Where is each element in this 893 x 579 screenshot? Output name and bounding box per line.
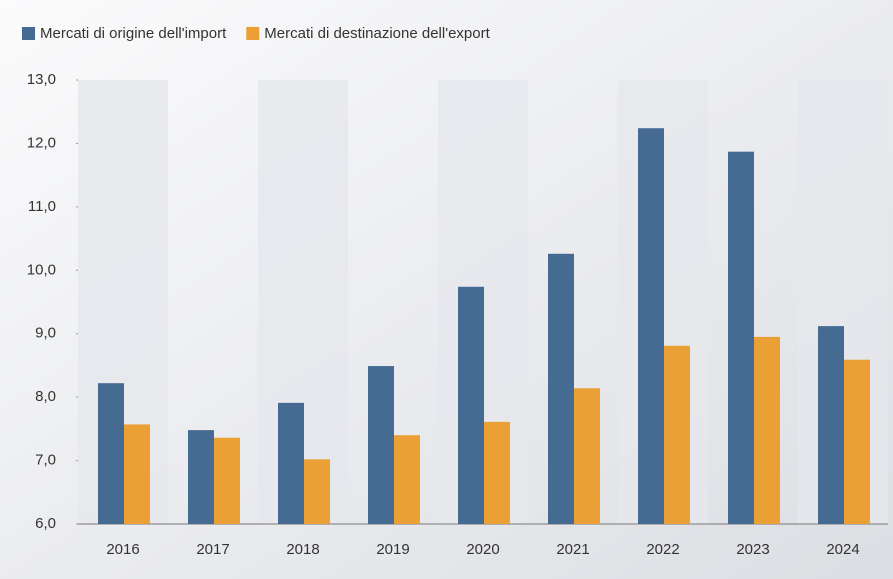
- y-tick-label: 6,0: [35, 515, 56, 532]
- y-tick-label: 9,0: [35, 325, 56, 342]
- bar: [844, 359, 870, 524]
- y-tick-label: 13,0: [27, 71, 56, 88]
- legend-label: Mercati di destinazione dell'export: [264, 25, 490, 42]
- bar: [638, 128, 664, 524]
- x-tick-label: 2016: [106, 541, 139, 558]
- y-tick-label: 11,0: [28, 198, 56, 215]
- y-tick-label: 10,0: [27, 261, 56, 278]
- x-tick-label: 2018: [286, 541, 319, 558]
- bar: [214, 437, 240, 524]
- x-tick-label: 2021: [556, 541, 589, 558]
- x-tick-label: 2022: [646, 541, 679, 558]
- bar: [664, 345, 690, 524]
- bar: [188, 430, 214, 524]
- bar: [754, 336, 780, 524]
- legend-label: Mercati di origine dell'import: [40, 25, 227, 42]
- x-tick-label: 2020: [466, 541, 499, 558]
- legend-swatch: [22, 27, 35, 40]
- bar: [368, 366, 394, 524]
- y-tick-label: 8,0: [35, 388, 56, 405]
- bar: [394, 435, 420, 524]
- legend-swatch: [246, 27, 260, 40]
- bar: [98, 383, 124, 524]
- bar: [728, 151, 754, 524]
- x-tick-label: 2023: [736, 541, 769, 558]
- x-tick-label: 2024: [826, 541, 859, 558]
- bar: [574, 388, 600, 524]
- bar: [818, 326, 844, 524]
- y-tick-label: 12,0: [27, 134, 56, 151]
- bar: [124, 424, 150, 524]
- bar: [278, 402, 304, 524]
- bar: [304, 459, 330, 524]
- y-tick-label: 7,0: [35, 452, 56, 469]
- x-tick-label: 2017: [196, 541, 229, 558]
- bar: [458, 286, 484, 524]
- bar: [548, 253, 574, 524]
- bar: [484, 421, 510, 524]
- x-tick-label: 2019: [376, 541, 409, 558]
